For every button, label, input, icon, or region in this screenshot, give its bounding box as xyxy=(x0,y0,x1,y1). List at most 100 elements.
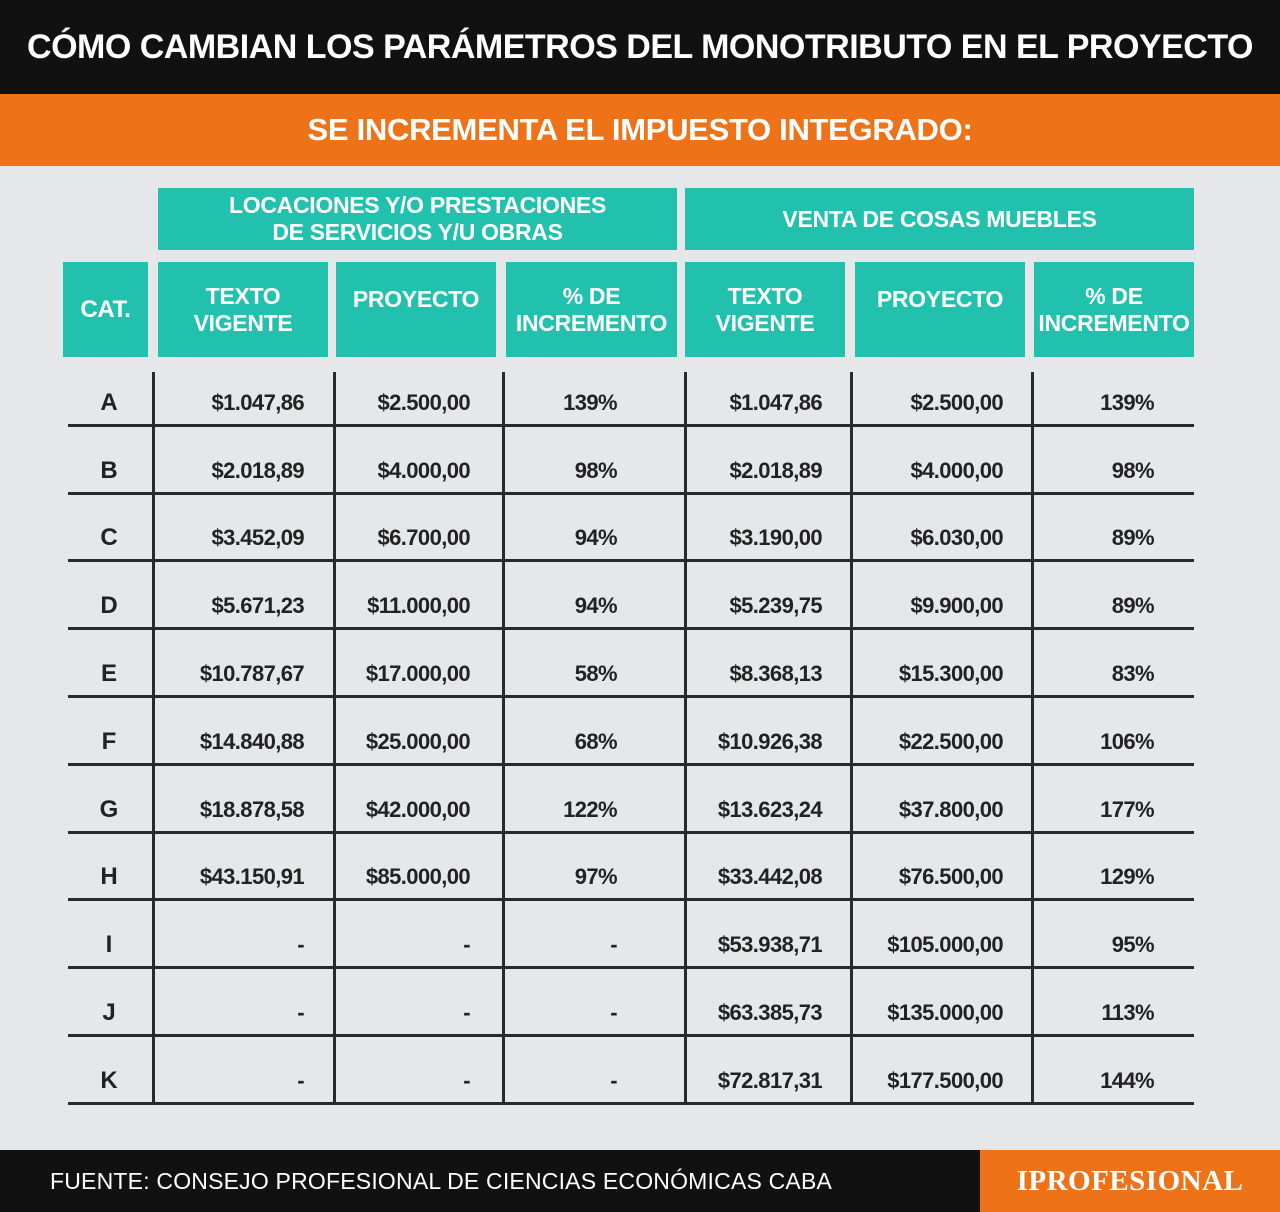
cell-serv-vigente: $2.018,89 xyxy=(211,457,305,483)
cell-serv-proyecto: $11.000,00 xyxy=(367,593,471,619)
cell-serv-proyecto: $25.000,00 xyxy=(365,728,471,754)
cell-serv-proyecto: $42.000,00 xyxy=(365,796,471,822)
cell-mueb-vigente: $53.938,71 xyxy=(717,932,823,958)
cell-serv-proyecto: $17.000,00 xyxy=(365,661,471,687)
cell-serv-vigente: $3.452,09 xyxy=(211,525,305,551)
cell-mueb-proyecto: $37.800,00 xyxy=(898,796,1004,822)
cell-category: I xyxy=(105,931,113,959)
cell-serv-proyecto: - xyxy=(463,1067,470,1093)
cell-category: D xyxy=(100,592,118,620)
row-divider xyxy=(68,695,1194,698)
cell-mueb-incremento: 144% xyxy=(1100,1067,1154,1093)
brand-logo: IPROFESIONAL xyxy=(980,1150,1280,1212)
cell-mueb-vigente: $3.190,00 xyxy=(729,525,823,551)
cell-serv-vigente: - xyxy=(297,932,304,958)
cell-serv-vigente: $14.840,88 xyxy=(199,728,305,754)
cell-mueb-proyecto: $4.000,00 xyxy=(910,457,1004,483)
page-title: CÓMO CAMBIAN LOS PARÁMETROS DEL MONOTRIB… xyxy=(0,0,1280,94)
column-header-mueb-vigente: TEXTO VIGENTE xyxy=(685,262,845,357)
page-subtitle: SE INCREMENTA EL IMPUESTO INTEGRADO: xyxy=(0,94,1280,166)
cell-serv-proyecto: $6.700,00 xyxy=(377,525,471,551)
cell-serv-vigente: $10.787,67 xyxy=(199,661,305,687)
column-header-serv-proyecto: PROYECTO xyxy=(336,262,496,357)
row-divider xyxy=(68,898,1194,902)
cell-mueb-incremento: 95% xyxy=(1111,932,1155,958)
cell-mueb-proyecto: $9.900,00 xyxy=(910,593,1004,619)
cell-category: C xyxy=(100,524,118,552)
row-divider xyxy=(68,1034,1194,1037)
column-divider xyxy=(502,372,505,1105)
cell-category: E xyxy=(100,660,117,688)
cell-serv-vigente: $18.878,58 xyxy=(199,796,305,822)
cell-mueb-vigente: $1.047,86 xyxy=(729,389,823,415)
cell-serv-incremento: 98% xyxy=(574,457,618,483)
cell-category: B xyxy=(100,456,118,484)
cell-mueb-proyecto: $22.500,00 xyxy=(898,728,1004,754)
cell-mueb-proyecto: $105.000,00 xyxy=(887,932,1003,958)
column-header-mueb-proyecto: PROYECTO xyxy=(855,262,1025,357)
column-divider xyxy=(850,372,853,1105)
cell-mueb-proyecto: $2.500,00 xyxy=(910,389,1004,415)
cell-serv-incremento: 139% xyxy=(563,389,617,415)
cell-serv-incremento: - xyxy=(610,1000,617,1026)
column-header-mueb-incremento: % DE INCREMENTO xyxy=(1034,262,1194,357)
cell-mueb-incremento: 139% xyxy=(1100,389,1154,415)
row-divider xyxy=(68,559,1194,563)
row-divider xyxy=(68,423,1194,427)
cell-serv-incremento: - xyxy=(610,932,617,958)
group-header-muebles: VENTA DE COSAS MUEBLES xyxy=(685,188,1194,250)
cell-serv-incremento: 122% xyxy=(563,796,617,822)
cell-category: G xyxy=(99,795,119,823)
cell-category: F xyxy=(101,727,117,755)
cell-serv-incremento: 94% xyxy=(574,525,618,551)
cell-mueb-vigente: $63.385,73 xyxy=(717,1000,823,1026)
cell-mueb-incremento: 98% xyxy=(1111,457,1155,483)
row-divider xyxy=(68,491,1194,495)
row-divider xyxy=(68,966,1194,970)
column-header-serv-vigente: TEXTO VIGENTE xyxy=(158,262,328,357)
cell-category: H xyxy=(100,863,118,891)
column-header-serv-incremento: % DE INCREMENTO xyxy=(506,262,677,357)
column-header-cat: CAT. xyxy=(63,262,148,357)
cell-serv-vigente: - xyxy=(297,1067,304,1093)
column-divider xyxy=(684,372,687,1105)
cell-serv-vigente: $1.047,86 xyxy=(211,389,305,415)
cell-mueb-vigente: $8.368,13 xyxy=(729,661,823,687)
cell-mueb-incremento: 113% xyxy=(1101,1000,1154,1026)
cell-mueb-proyecto: $135.000,00 xyxy=(887,1000,1003,1026)
cell-category: J xyxy=(102,999,116,1027)
cell-serv-incremento: - xyxy=(610,1067,617,1093)
group-header-servicios: LOCACIONES Y/O PRESTACIONES DE SERVICIOS… xyxy=(158,188,677,250)
cell-serv-vigente: $5.671,23 xyxy=(211,593,305,619)
cell-mueb-incremento: 89% xyxy=(1111,525,1155,551)
cell-category: K xyxy=(100,1066,118,1094)
cell-mueb-vigente: $5.239,75 xyxy=(729,593,823,619)
cell-serv-proyecto: - xyxy=(463,932,470,958)
cell-serv-vigente: $43.150,91 xyxy=(199,864,305,890)
cell-serv-incremento: 97% xyxy=(574,864,618,890)
cell-mueb-vigente: $33.442,08 xyxy=(717,864,823,890)
cell-mueb-proyecto: $76.500,00 xyxy=(898,864,1004,890)
row-divider xyxy=(68,830,1194,834)
cell-mueb-vigente: $72.817,31 xyxy=(717,1067,823,1093)
cell-category: A xyxy=(100,388,118,416)
column-divider xyxy=(152,372,155,1105)
cell-mueb-proyecto: $177.500,00 xyxy=(887,1067,1003,1093)
column-divider xyxy=(1031,372,1034,1105)
cell-mueb-vigente: $13.623,24 xyxy=(717,796,823,822)
cell-serv-incremento: 94% xyxy=(574,593,618,619)
cell-serv-proyecto: $85.000,00 xyxy=(365,864,471,890)
cell-mueb-vigente: $2.018,89 xyxy=(729,457,823,483)
cell-mueb-incremento: 83% xyxy=(1111,661,1155,687)
row-divider xyxy=(68,762,1194,766)
cell-serv-proyecto: $2.500,00 xyxy=(377,389,471,415)
cell-serv-incremento: 68% xyxy=(574,728,618,754)
cell-mueb-incremento: 129% xyxy=(1100,864,1154,890)
cell-mueb-incremento: 106% xyxy=(1100,728,1154,754)
cell-serv-proyecto: - xyxy=(463,1000,470,1026)
cell-serv-incremento: 58% xyxy=(574,661,618,687)
cell-mueb-incremento: 177% xyxy=(1100,796,1154,822)
cell-serv-vigente: - xyxy=(297,1000,304,1026)
row-divider xyxy=(68,627,1194,631)
